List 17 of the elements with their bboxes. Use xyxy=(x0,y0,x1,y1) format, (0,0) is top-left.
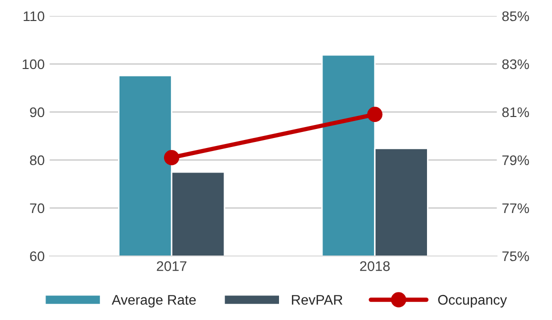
y-tick-label: 70 xyxy=(30,203,44,214)
x-tick-label: 2018 xyxy=(360,261,390,272)
legend-label: RevPAR xyxy=(292,295,342,305)
y-tick-label: 60 xyxy=(30,251,44,262)
legend-label: Occupancy xyxy=(438,294,507,308)
y2-tick-label: 77% xyxy=(502,203,529,214)
y-tick-label: 110 xyxy=(24,11,44,22)
y2-tick-label: 81% xyxy=(502,107,529,118)
y2-tick-label: 79% xyxy=(502,155,529,166)
y-tick-label: 100 xyxy=(22,59,44,70)
x-tick-label: 2017 xyxy=(156,261,186,272)
y2-tick-label: 75% xyxy=(502,251,529,262)
y2-tick-label: 83% xyxy=(502,59,529,70)
y-tick-label: 80 xyxy=(30,155,44,166)
y2-tick-label: 85% xyxy=(502,11,529,22)
y-tick-label: 90 xyxy=(30,107,44,118)
legend-label: Average Rate xyxy=(112,295,196,308)
